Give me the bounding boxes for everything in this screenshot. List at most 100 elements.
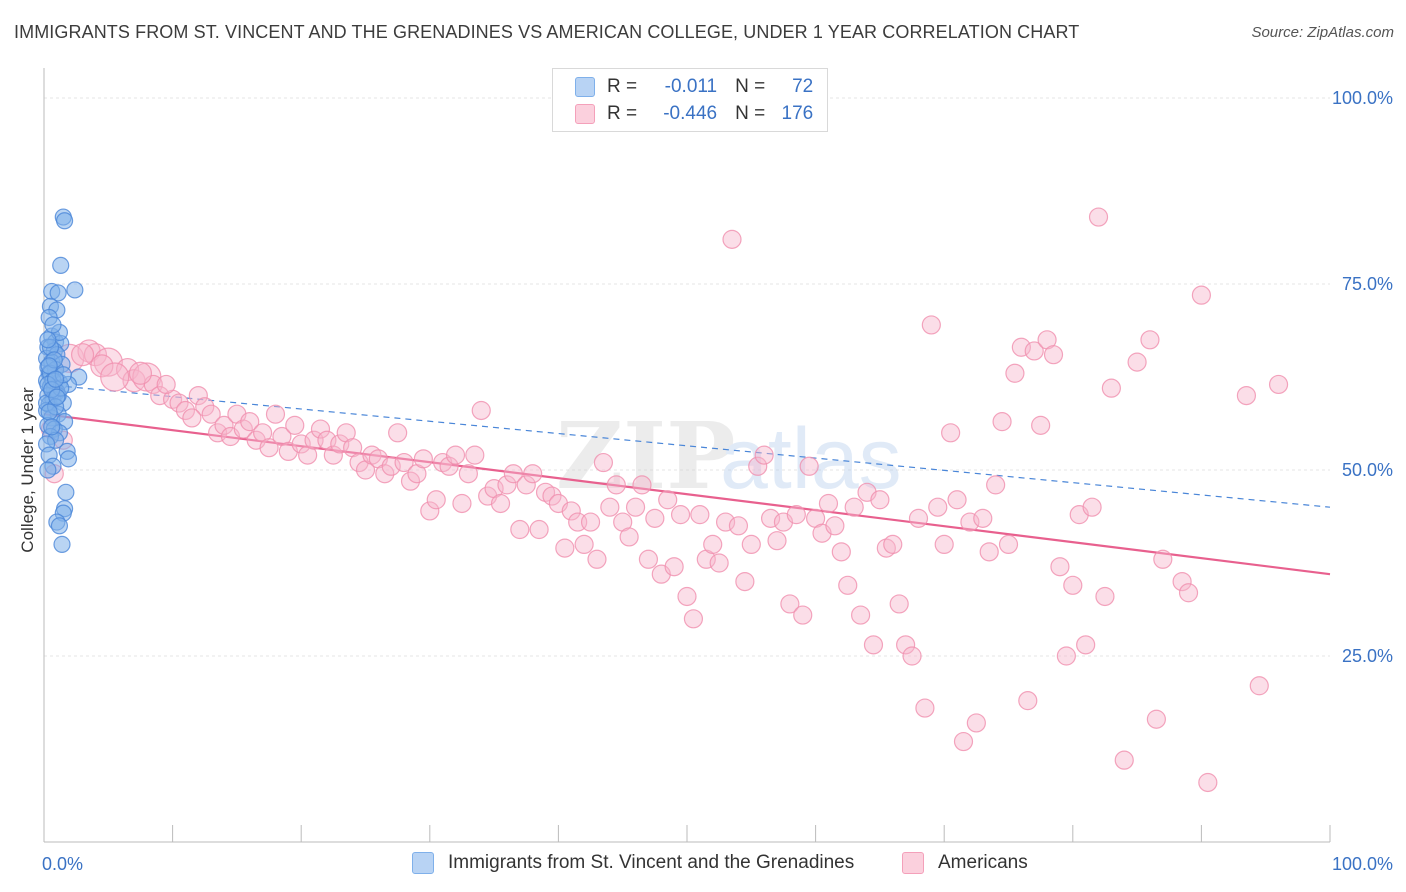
data-point-americans [683, 609, 704, 629]
data-point-americans [883, 534, 903, 555]
watermark-atlas: atlas [720, 411, 902, 507]
data-point-americans [1050, 557, 1070, 577]
data-point-americans [735, 571, 755, 592]
data-point-americans [265, 404, 286, 424]
data-point-americans [323, 445, 343, 465]
data-point-americans [214, 415, 234, 435]
data-point-americans [1146, 709, 1166, 729]
data-point-americans [285, 415, 305, 435]
data-point-americans [915, 698, 935, 718]
watermark-zip: ZIP [556, 402, 735, 510]
data-point-immigrants [48, 388, 66, 406]
data-point-americans [863, 635, 884, 655]
data-point-americans [889, 594, 909, 614]
data-point-immigrants [40, 403, 58, 421]
data-point-americans [394, 452, 414, 473]
data-point-americans [902, 646, 922, 666]
data-point-americans [90, 354, 114, 378]
data-point-americans [1249, 676, 1269, 696]
data-point-americans [381, 456, 401, 476]
data-point-americans [979, 542, 999, 562]
data-point-americans [1056, 646, 1076, 666]
legend-swatch-blue [575, 77, 595, 97]
data-point-americans [1011, 337, 1031, 357]
data-point-immigrants [66, 281, 84, 299]
data-point-americans [953, 731, 974, 752]
data-point-americans [818, 493, 839, 514]
data-point-immigrants [49, 284, 67, 302]
data-point-americans [793, 605, 813, 625]
data-point-americans [1140, 330, 1160, 350]
data-point-americans [947, 490, 967, 510]
y-tick-label: 50.0% [1342, 460, 1393, 480]
data-point-americans [908, 508, 929, 528]
data-point-americans [400, 471, 421, 491]
series-americans-points [40, 207, 1289, 793]
data-point-americans [156, 374, 176, 395]
data-point-americans [992, 412, 1012, 432]
n-label: N = [735, 76, 766, 97]
data-point-americans [1236, 386, 1257, 406]
data-point-americans [986, 475, 1006, 495]
data-point-americans [664, 557, 684, 577]
data-point-americans [310, 419, 331, 439]
data-point-americans [670, 505, 691, 525]
data-point-americans [1178, 583, 1199, 603]
data-point-americans [722, 229, 742, 249]
data-point-immigrants [46, 370, 65, 388]
watermark: ZIP atlas [556, 402, 902, 510]
legend-swatch-blue [412, 852, 434, 874]
data-point-americans [330, 434, 350, 454]
data-point-immigrants [43, 418, 61, 436]
data-point-americans [516, 475, 536, 495]
data-point-americans [1024, 341, 1044, 361]
data-point-americans [709, 553, 729, 573]
r-label: R = [607, 103, 638, 124]
data-point-americans [928, 497, 948, 517]
r-value: -0.446 [663, 103, 718, 124]
data-point-americans [1043, 345, 1064, 365]
data-point-immigrants [39, 461, 57, 479]
data-point-americans [574, 534, 594, 555]
grid-lines [44, 97, 1330, 657]
data-point-americans [632, 475, 652, 495]
data-point-americans [175, 400, 196, 421]
data-point-americans [458, 464, 478, 484]
data-point-americans [728, 516, 749, 536]
data-point-americans [658, 490, 678, 510]
data-point-americans [259, 438, 279, 458]
data-point-immigrants [55, 212, 74, 230]
data-point-americans [625, 497, 646, 517]
data-point-americans [998, 534, 1019, 555]
y-tick-label: 25.0% [1342, 646, 1393, 666]
data-point-americans [741, 534, 761, 555]
data-point-americans [169, 393, 189, 413]
n-value: 176 [781, 103, 814, 124]
data-point-immigrants [59, 450, 78, 468]
data-point-americans [638, 549, 659, 569]
data-point-americans [497, 475, 517, 495]
data-point-americans [973, 508, 993, 528]
series-immigrants-points [37, 208, 88, 554]
data-point-americans [1191, 285, 1212, 305]
data-point-americans [195, 397, 215, 417]
data-point-americans [715, 512, 736, 532]
data-point-americans [1076, 635, 1096, 655]
data-point-americans [870, 490, 890, 510]
data-point-americans [388, 423, 408, 443]
data-point-americans [960, 512, 980, 532]
data-point-americans [677, 586, 697, 607]
x-tick-label: 100.0% [1332, 854, 1393, 874]
data-point-americans [426, 490, 446, 510]
data-point-americans [838, 575, 858, 595]
data-point-americans [83, 343, 108, 367]
data-point-americans [593, 452, 614, 473]
chart-title: IMMIGRANTS FROM ST. VINCENT AND THE GREN… [14, 22, 1080, 42]
data-point-americans [1063, 575, 1083, 595]
data-point-americans [1018, 691, 1038, 711]
data-point-americans [1088, 207, 1109, 227]
data-point-americans [606, 475, 626, 495]
data-point-americans [1095, 586, 1115, 607]
data-point-americans [420, 501, 440, 521]
